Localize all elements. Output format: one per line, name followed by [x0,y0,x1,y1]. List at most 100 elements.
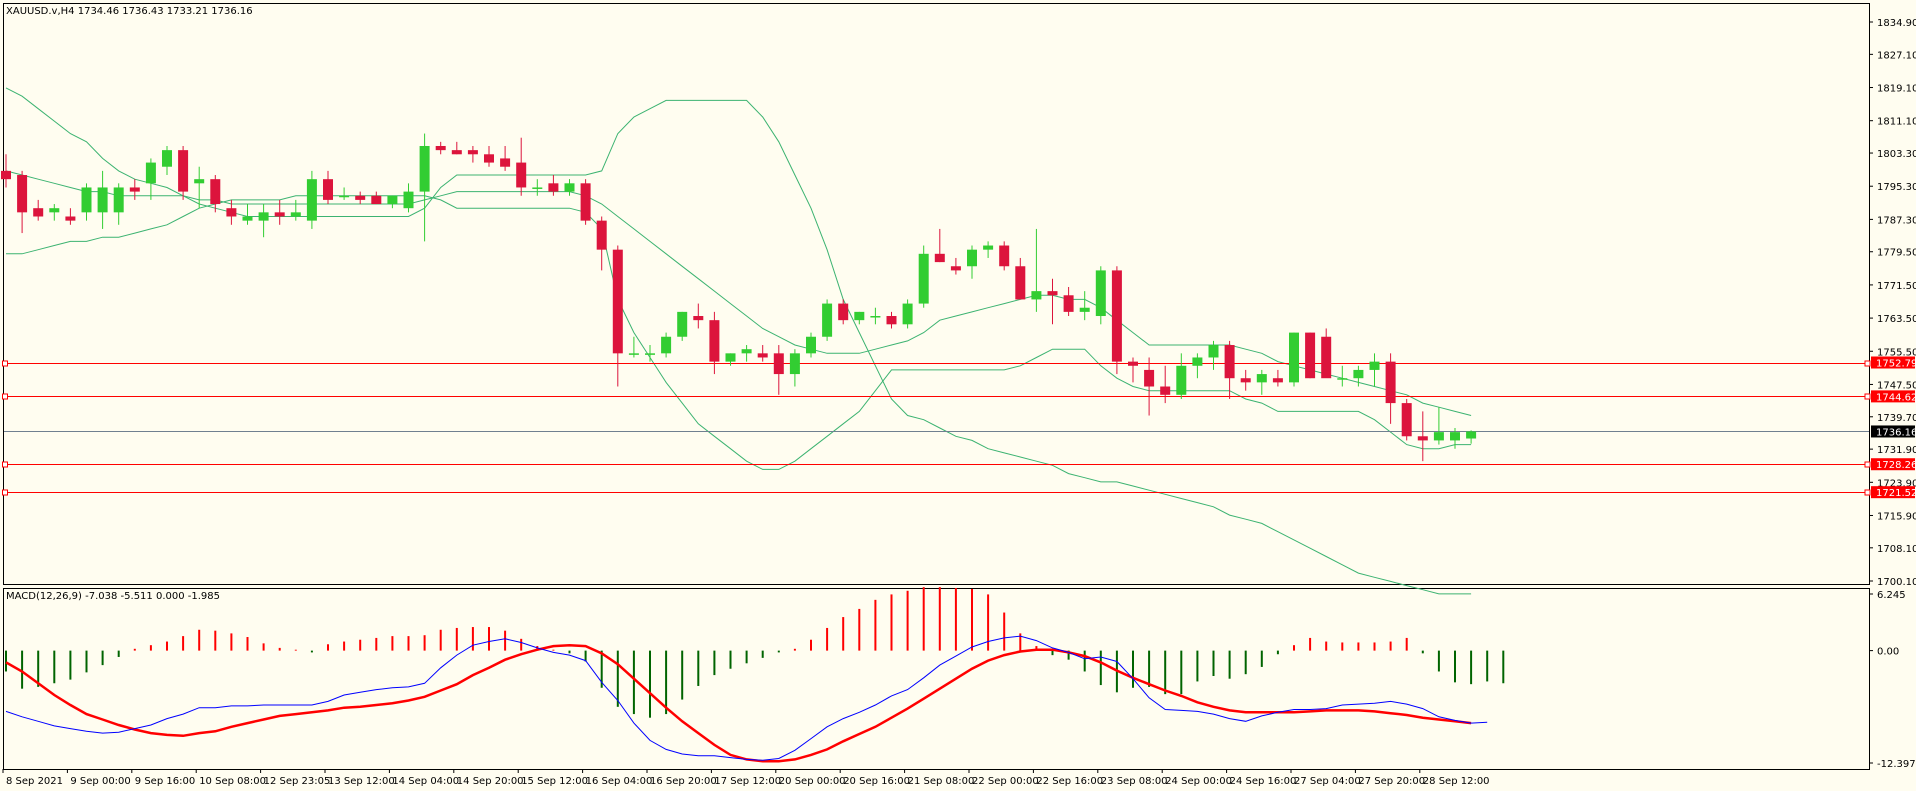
candle-body [226,208,237,217]
level-price-tag-1 [1871,356,1915,369]
candle-body [870,316,881,318]
price-tick-label: 1700.10 [1877,577,1916,588]
candle-body [806,336,816,354]
time-tick-label: 28 Sep 12:00 [1423,776,1490,787]
candle-body [339,195,350,198]
candle-body [725,353,736,362]
candle-body [17,175,28,213]
candle-body [33,208,44,217]
horizontal-levels [2,360,1871,496]
macd-signal-line [5,643,1472,763]
time-tick-label: 23 Sep 08:00 [1101,776,1168,787]
candle-body [1353,369,1364,379]
time-tick-label: 20 Sep 00:00 [779,776,846,787]
level-anchor-left-3 [2,461,8,468]
candle-body [323,179,333,200]
current-price-label: 1736.16 [1876,427,1916,438]
time-tick-label: 24 Sep 00:00 [1165,776,1232,787]
candle-body [467,150,478,155]
candle-body [1079,307,1090,312]
candle-body [822,303,833,337]
time-axis: 8 Sep 2021 9 Sep 00:00 9 Sep 16:00 10 Sep 0… [2,769,1490,787]
candle-body [741,349,752,354]
level-anchor-right-3 [1864,461,1871,468]
candle-body [1176,365,1187,395]
candle-body [1208,345,1219,358]
candle-body [1321,336,1332,379]
candle-body [838,303,849,321]
band-middle-line [5,170,1472,416]
candle-body [1111,270,1122,362]
time-tick-label: 10 Sep 08:00 [199,776,266,787]
price-tick-label: 1755.50 [1877,347,1916,358]
candle-body [1240,378,1251,383]
candle-body [1224,345,1235,379]
price-tick-label: 1739.70 [1877,413,1916,424]
candle-body [403,191,414,209]
price-tick-label: 1715.90 [1877,511,1916,522]
time-tick-label: 21 Sep 08:00 [908,776,975,787]
candle-body [886,316,897,325]
candle-body [902,303,913,325]
candle-body [1369,361,1380,370]
time-tick-label: 16 Sep 04:00 [586,776,653,787]
macd-tick-label: 6.245 [1877,590,1906,601]
candle-body [612,249,623,354]
candle-body [950,266,961,271]
candle-body [1256,374,1267,383]
current-price-tag [1871,425,1915,438]
price-tick-label: 1827.10 [1877,50,1916,61]
level-price-label-2: 1744.62 [1876,392,1916,403]
macd-main-line [5,635,1488,761]
time-tick-label: 15 Sep 12:00 [521,776,588,787]
price-tick-label: 1763.50 [1877,314,1916,325]
candle-body [757,353,768,358]
candle-body [934,253,945,263]
time-tick-label: 17 Sep 12:00 [714,776,781,787]
candle-body [709,320,720,362]
price-tick-label: 1708.10 [1877,544,1916,555]
price-tick-label: 1795.30 [1877,182,1916,193]
candle-body [693,316,704,321]
candle-body [999,245,1010,267]
candle-body [645,353,655,355]
candle-body [661,336,672,354]
candlesticks [1,133,1477,462]
candle-body [451,150,462,155]
time-tick-label: 22 Sep 16:00 [1036,776,1103,787]
candle-body [81,187,92,213]
price-tick-label: 1787.30 [1877,215,1916,226]
candle-body [290,212,301,217]
candle-body [1192,357,1203,366]
candle-body [967,249,977,267]
candle-body [162,150,172,167]
candle-body [97,187,108,213]
candle-body [274,212,285,217]
time-tick-label: 9 Sep 16:00 [135,776,195,787]
candle-body [242,216,253,221]
level-price-label-1: 1752.79 [1876,359,1916,370]
candle-body [1031,291,1042,300]
level-anchor-left-4 [2,489,8,496]
level-anchor-left-1 [2,360,8,367]
candle-body [854,311,865,321]
candle-body [49,208,60,213]
time-tick-label: 8 Sep 2021 [6,776,63,787]
candle-body [1385,361,1396,404]
candle-body [355,195,366,200]
candle-body [129,187,140,192]
candle-body [1160,386,1171,395]
price-tick-label: 1811.10 [1877,117,1916,128]
candle-body [1450,432,1460,441]
level-price-tag-3 [1871,458,1915,471]
bollinger-bands [5,87,1472,595]
price-axis: 1834.90 1827.10 1819.10 1811.10 1803.30 1795.… [1869,18,1916,588]
candle-body [789,353,800,375]
candle-body [983,245,994,250]
time-tick-label: 9 Sep 00:00 [70,776,130,787]
candle-body [677,311,688,337]
candle-body [596,220,607,250]
macd-pane-frame [3,588,1870,770]
